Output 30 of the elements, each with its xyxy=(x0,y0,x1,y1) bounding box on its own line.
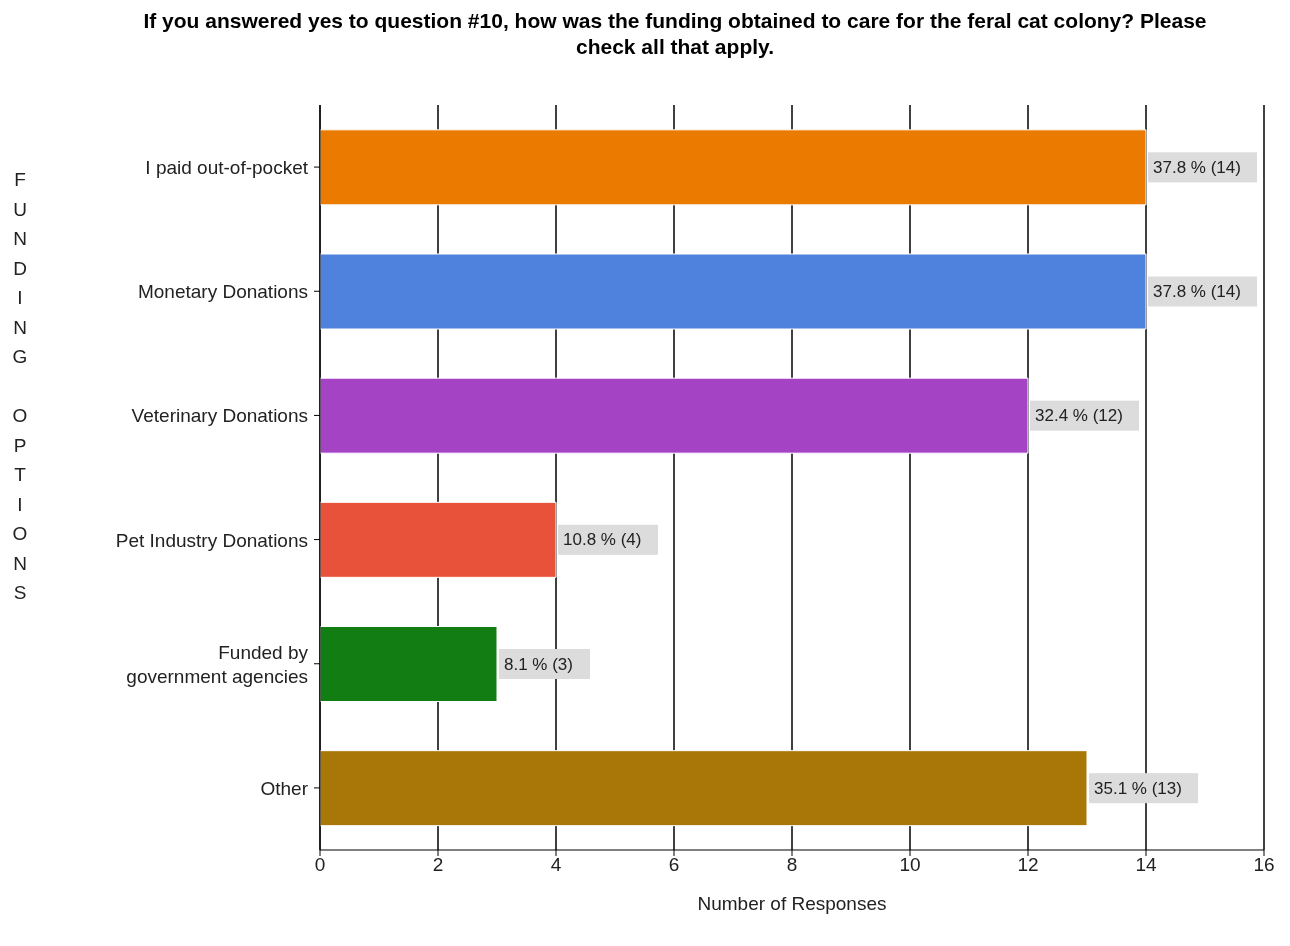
data-label: 32.4 % (12) xyxy=(1035,406,1123,426)
x-tick-label: 16 xyxy=(1253,854,1275,876)
y-tick-label: Monetary Donations xyxy=(137,280,308,302)
x-tick-label: 12 xyxy=(1017,854,1039,876)
bar xyxy=(320,501,557,578)
bar xyxy=(320,626,498,702)
y-tick-label: Pet Industry Donations xyxy=(115,529,308,551)
x-tick-label: 0 xyxy=(314,854,326,876)
x-tick-label: 10 xyxy=(899,854,921,876)
y-tick-label: Veterinary Donations xyxy=(131,404,308,426)
chart-title: If you answered yes to question #10, how was the funding obtained to care for the feral cat colony? Please check all that apply. xyxy=(142,8,1208,60)
x-tick-label: 8 xyxy=(786,854,798,876)
data-label: 37.8 % (14) xyxy=(1153,157,1241,177)
bar xyxy=(320,750,1088,827)
bar xyxy=(320,129,1147,206)
y-tick-label: I paid out-of-pocket xyxy=(145,156,309,178)
y-tick-label: Funded by government agencies xyxy=(126,641,309,687)
text: FUNDING OPTIONS xyxy=(12,169,28,603)
data-label: 35.1 % (13) xyxy=(1094,778,1182,798)
y-tick-label: Other xyxy=(260,777,309,799)
data-label: 10.8 % (4) xyxy=(563,530,642,550)
data-label: 8.1 % (3) xyxy=(504,654,573,674)
x-tick-label: 4 xyxy=(550,854,562,876)
bar xyxy=(320,377,1029,454)
x-tick-label: 14 xyxy=(1135,854,1157,876)
x-axis-title: Number of Responses xyxy=(697,893,887,914)
data-label: 37.8 % (14) xyxy=(1153,282,1241,301)
x-tick-label: 2 xyxy=(432,854,444,876)
x-tick-label: 6 xyxy=(668,854,680,876)
bar xyxy=(320,253,1147,330)
